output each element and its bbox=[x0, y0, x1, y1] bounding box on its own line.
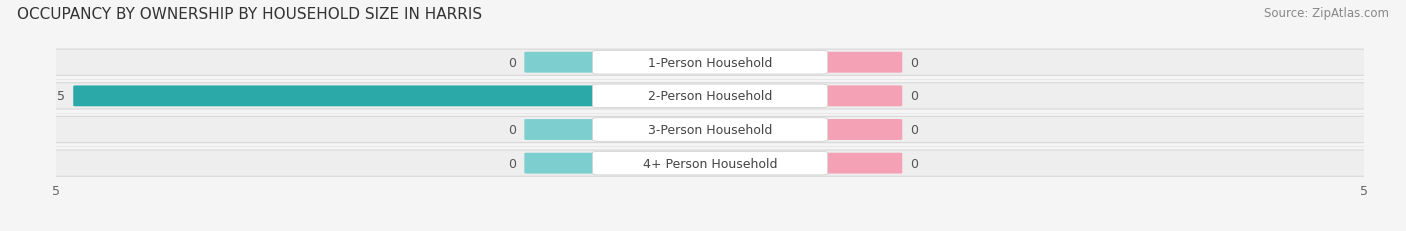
Text: 1-Person Household: 1-Person Household bbox=[648, 56, 772, 70]
Text: 0: 0 bbox=[509, 157, 516, 170]
FancyBboxPatch shape bbox=[592, 152, 828, 175]
Text: 0: 0 bbox=[910, 157, 918, 170]
FancyBboxPatch shape bbox=[825, 53, 903, 73]
Text: OCCUPANCY BY OWNERSHIP BY HOUSEHOLD SIZE IN HARRIS: OCCUPANCY BY OWNERSHIP BY HOUSEHOLD SIZE… bbox=[17, 7, 482, 22]
FancyBboxPatch shape bbox=[73, 86, 602, 107]
Text: Source: ZipAtlas.com: Source: ZipAtlas.com bbox=[1264, 7, 1389, 20]
FancyBboxPatch shape bbox=[524, 53, 602, 73]
FancyBboxPatch shape bbox=[592, 118, 828, 142]
Text: 0: 0 bbox=[509, 123, 516, 137]
FancyBboxPatch shape bbox=[51, 117, 1369, 143]
FancyBboxPatch shape bbox=[524, 120, 602, 140]
Text: 0: 0 bbox=[910, 56, 918, 70]
Text: 0: 0 bbox=[910, 90, 918, 103]
FancyBboxPatch shape bbox=[592, 51, 828, 75]
FancyBboxPatch shape bbox=[51, 150, 1369, 176]
Text: 3-Person Household: 3-Person Household bbox=[648, 123, 772, 137]
Text: 0: 0 bbox=[910, 123, 918, 137]
FancyBboxPatch shape bbox=[825, 153, 903, 174]
FancyBboxPatch shape bbox=[51, 83, 1369, 109]
Text: 5: 5 bbox=[58, 90, 66, 103]
Text: 4+ Person Household: 4+ Person Household bbox=[643, 157, 778, 170]
FancyBboxPatch shape bbox=[51, 50, 1369, 76]
FancyBboxPatch shape bbox=[825, 86, 903, 107]
FancyBboxPatch shape bbox=[524, 153, 602, 174]
FancyBboxPatch shape bbox=[825, 120, 903, 140]
FancyBboxPatch shape bbox=[592, 85, 828, 108]
Text: 2-Person Household: 2-Person Household bbox=[648, 90, 772, 103]
Text: 0: 0 bbox=[509, 56, 516, 70]
